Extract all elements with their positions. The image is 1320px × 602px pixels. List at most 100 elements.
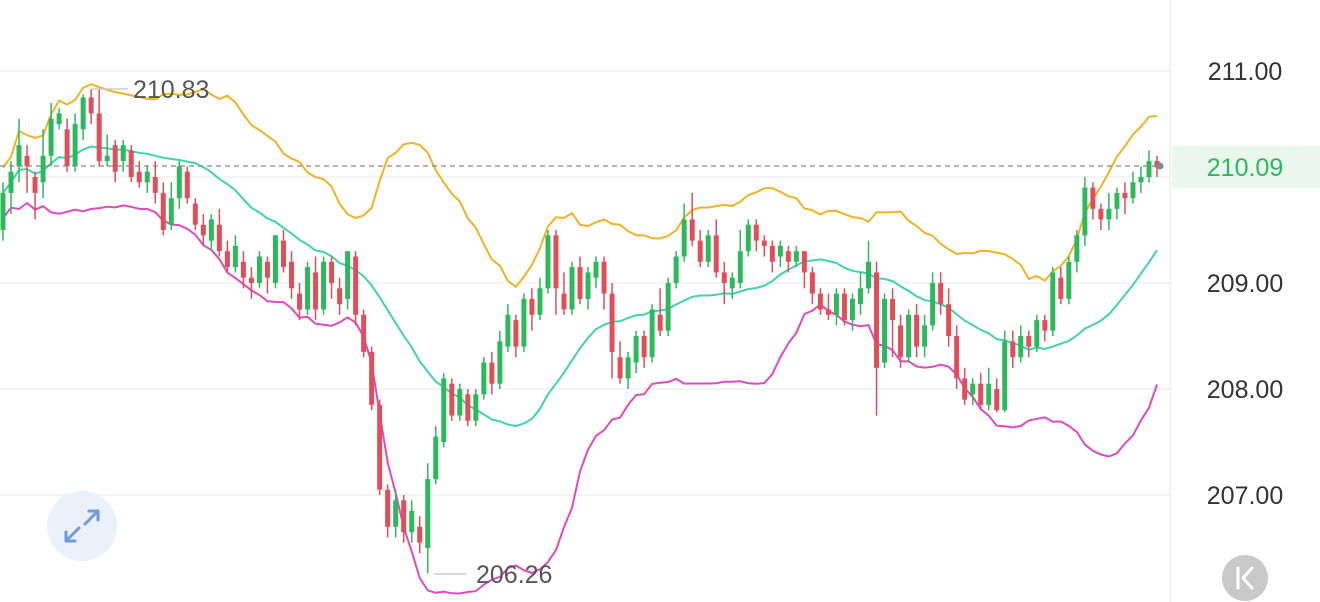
candle-body <box>529 298 535 315</box>
candle-body <box>601 261 607 294</box>
candle-body <box>497 341 503 384</box>
candle-body <box>625 357 631 379</box>
candle-body <box>946 304 952 336</box>
candle-body <box>144 171 150 183</box>
candle-body <box>24 155 30 167</box>
candle-body <box>256 256 262 283</box>
candle-body <box>721 272 727 283</box>
candle-body <box>1074 235 1080 262</box>
candle-body <box>609 293 615 352</box>
candle-body <box>882 298 888 363</box>
current-price-tag-bg <box>1172 146 1320 188</box>
candle-body <box>769 245 775 262</box>
candle-body <box>377 404 383 490</box>
candle-body <box>970 383 976 395</box>
candle-body <box>673 256 679 283</box>
candle-body <box>32 177 38 193</box>
candle-body <box>200 224 206 236</box>
candle-body <box>817 293 823 310</box>
candle-body <box>248 277 254 283</box>
y-tick-label: 208.00 <box>1207 376 1283 404</box>
candle-body <box>737 251 743 283</box>
candle-body <box>793 251 799 262</box>
candle-body <box>321 261 327 310</box>
candle-body <box>545 235 551 289</box>
candle-body <box>777 245 783 257</box>
candle-body <box>136 171 142 183</box>
candle-body <box>898 325 904 358</box>
y-tick-label: 207.00 <box>1207 482 1283 510</box>
candle-body <box>417 526 423 543</box>
candle-body <box>473 394 479 421</box>
candle-body <box>353 256 359 315</box>
candle-body <box>649 309 655 358</box>
candle-body <box>425 479 431 548</box>
candle-body <box>1034 320 1040 347</box>
expand-icon <box>64 509 100 543</box>
candle-body <box>112 145 118 172</box>
candle-body <box>585 272 591 299</box>
candle-body <box>168 198 174 225</box>
candle-body <box>64 129 70 167</box>
candle-body <box>705 235 711 262</box>
current-price-dot <box>1156 162 1164 170</box>
candle-body <box>713 235 719 273</box>
candle-body <box>569 267 575 310</box>
candle-body <box>401 500 407 533</box>
candle-body <box>385 489 391 527</box>
candle-body <box>809 272 815 294</box>
candle-body <box>537 288 543 315</box>
candle-body <box>176 166 182 199</box>
y-tick-label: 209.00 <box>1207 270 1283 298</box>
candle-body <box>1090 187 1096 209</box>
candle-body <box>192 203 198 225</box>
candle-body <box>128 150 134 177</box>
candle-body <box>289 261 294 289</box>
candle-body <box>1114 192 1120 209</box>
candle-body <box>361 314 367 352</box>
candle-body <box>441 378 447 442</box>
candle-body <box>505 314 511 347</box>
candle-body <box>1138 177 1144 183</box>
candle-body <box>561 293 567 310</box>
candle-body <box>208 219 214 241</box>
expand-button-bg[interactable] <box>47 491 117 561</box>
candle-body <box>393 500 399 527</box>
candle-body <box>329 261 335 283</box>
candle-body <box>240 261 246 278</box>
candle-body <box>986 383 992 405</box>
candle-body <box>954 336 960 379</box>
candle-body <box>874 272 879 368</box>
current-price-label: 210.09 <box>1207 154 1283 182</box>
candle-body <box>72 124 78 167</box>
candle-body <box>120 145 126 162</box>
candle-body <box>104 155 110 162</box>
candle-body <box>345 251 351 299</box>
candle-body <box>80 97 86 130</box>
collapse-button[interactable] <box>1222 555 1268 601</box>
candle-body <box>930 283 936 326</box>
candle-body <box>457 389 463 416</box>
candle-body <box>160 192 166 230</box>
y-tick-label: 211.00 <box>1208 58 1283 86</box>
low-marker-label: 206.26 <box>476 561 552 589</box>
candle-body <box>281 240 286 268</box>
candle-body <box>481 362 487 395</box>
candle-body <box>1146 161 1152 177</box>
y-axis: 211.00 209.00 208.00 207.00 <box>1207 58 1283 510</box>
candle-body <box>633 336 639 363</box>
candle-body <box>521 298 527 347</box>
candle-body <box>833 293 839 315</box>
candle-body <box>665 283 671 331</box>
candle-body <box>978 383 984 405</box>
candle-body <box>825 309 831 315</box>
candle-body <box>305 267 311 310</box>
candle-body <box>1002 341 1008 411</box>
upper-band-line <box>2 83 1158 289</box>
expand-button[interactable] <box>47 491 117 561</box>
middle-band-line <box>2 145 1158 428</box>
candle-body <box>866 261 871 289</box>
candle-body <box>1122 192 1128 199</box>
candle-body <box>753 224 759 241</box>
